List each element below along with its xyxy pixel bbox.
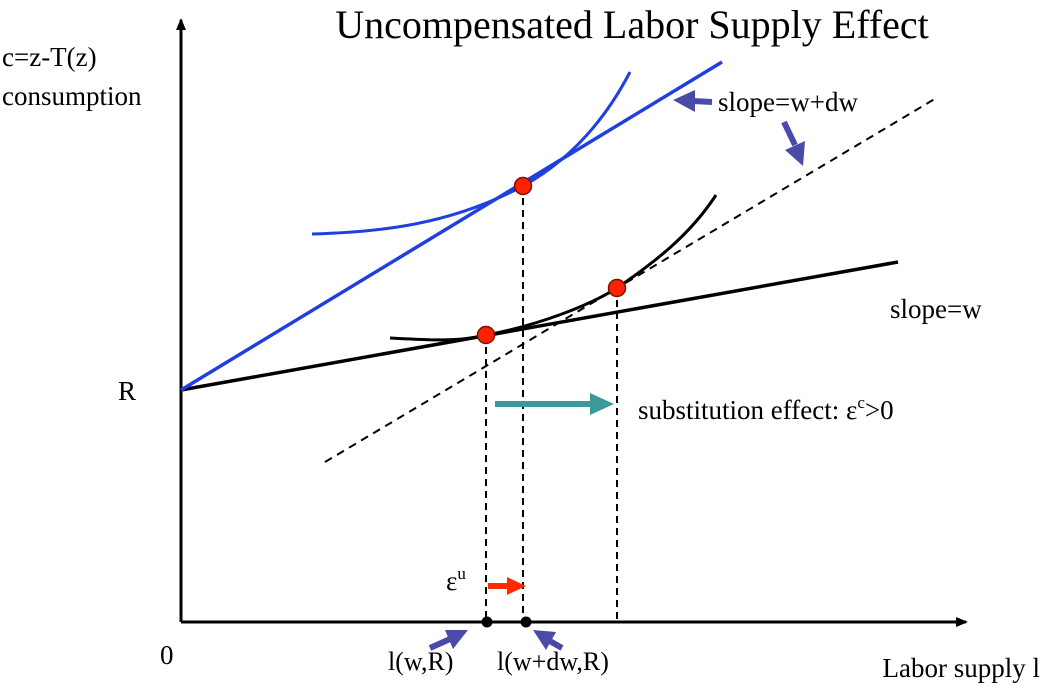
diagram-title: Uncompensated Labor Supply Effect	[335, 2, 929, 47]
tick-label-l-new: l(w+dw,R)	[497, 647, 609, 676]
tangency-point-old	[476, 325, 496, 345]
pointer-arrow-slope-new	[673, 90, 713, 112]
substitution-effect-label: substitution effect: εc>0	[638, 393, 894, 425]
slope-new-label: slope=w+dw	[718, 87, 858, 117]
uncomp-superscript: u	[457, 564, 466, 583]
budget-line-old	[180, 260, 899, 392]
indifference-curve-new	[311, 71, 632, 236]
x-axis-label: Labor supply l	[883, 653, 1040, 683]
intercept-label-r: R	[118, 376, 136, 406]
substitution-superscript: c	[857, 393, 865, 412]
uncomp-base: ε	[446, 566, 457, 596]
y-axis-label-line2: consumption	[2, 81, 142, 111]
pointer-arrow-l-old	[428, 630, 468, 651]
budget-line-new	[180, 60, 723, 392]
uncompensated-arrow	[488, 577, 526, 595]
tangency-point-new	[513, 176, 533, 196]
tangency-point-compensated	[607, 278, 627, 298]
y-axis-label-line1: c=z-T(z)	[2, 42, 97, 72]
slope-old-label: slope=w	[890, 294, 982, 324]
uncompensated-effect-label: εu	[446, 564, 466, 596]
axis-point-l-old	[481, 616, 493, 628]
indifference-curve-old	[389, 194, 718, 342]
origin-label: 0	[160, 640, 174, 670]
axis-point-l-new	[520, 616, 532, 628]
pointer-arrow-dashed	[781, 120, 805, 166]
tick-label-l-old: l(w,R)	[388, 647, 453, 676]
pointer-arrow-l-new	[533, 630, 564, 651]
substitution-arrow	[495, 393, 614, 415]
substitution-prefix: substitution effect: ε	[638, 395, 857, 425]
substitution-suffix: >0	[865, 395, 894, 425]
